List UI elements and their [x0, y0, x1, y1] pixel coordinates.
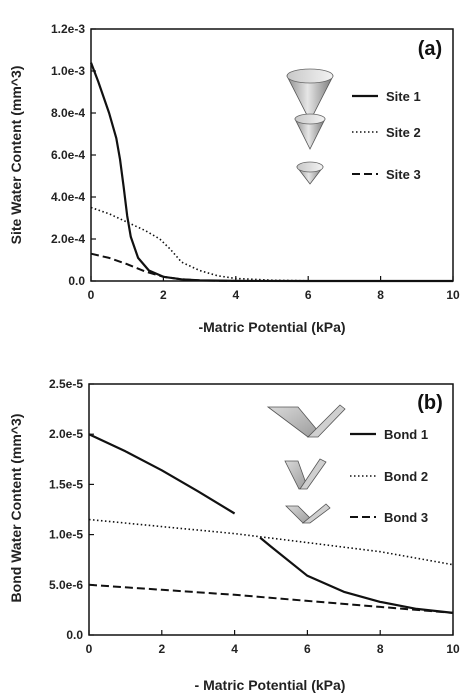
y-tick-label-b: 1.0e-5 — [49, 528, 83, 542]
legend-a: Site 1 Site 2 Site 3 — [352, 89, 421, 182]
bond-3-wedge-icon — [285, 503, 331, 524]
y-tick-label-b: 2.0e-5 — [49, 427, 83, 441]
y-tick-label-a: 0.0 — [68, 274, 85, 288]
panel-a: Site Water Content (mm^3) -Matric Potent… — [8, 22, 460, 335]
y-tick-label-b: 2.5e-5 — [49, 377, 83, 391]
x-tick-label-a: 10 — [446, 288, 460, 302]
x-tick-label-a: 8 — [377, 288, 384, 302]
panel-label-b: (b) — [417, 392, 443, 414]
series-line-bond-1 — [88, 433, 236, 515]
legend-label-bond-3: Bond 3 — [384, 510, 428, 525]
y-tick-label-b: 1.5e-5 — [49, 477, 83, 491]
x-axis-label-a: -Matric Potential (kPa) — [198, 319, 345, 335]
panel-label-a: (a) — [418, 38, 442, 60]
x-tick-label-b: 0 — [86, 642, 93, 656]
legend-label-site-1: Site 1 — [386, 89, 421, 104]
site-1-cone-icon — [286, 68, 334, 122]
legend-label-bond-1: Bond 1 — [384, 427, 428, 442]
site-3-cone-icon — [296, 161, 324, 185]
x-tick-label-a: 2 — [160, 288, 167, 302]
y-tick-label-b: 5.0e-6 — [49, 578, 83, 592]
x-tick-label-b: 2 — [158, 642, 165, 656]
legend-label-bond-2: Bond 2 — [384, 469, 428, 484]
series-line-bond-2 — [88, 518, 454, 566]
y-axis-label-b: Bond Water Content (mm^3) — [8, 414, 24, 603]
series-line-site-2 — [90, 206, 453, 282]
x-tick-label-b: 10 — [446, 642, 460, 656]
x-tick-label-b: 8 — [377, 642, 384, 656]
bond-2-wedge-icon — [284, 458, 327, 490]
y-tick-label-a: 4.0e-4 — [51, 190, 85, 204]
y-tick-label-a: 8.0e-4 — [51, 106, 85, 120]
series-line-bond-3 — [88, 583, 454, 614]
legend-label-site-2: Site 2 — [386, 125, 421, 140]
y-tick-label-a: 6.0e-4 — [51, 148, 85, 162]
bond-1-wedge-icon — [266, 404, 346, 438]
x-axis-label-b: - Matric Potential (kPa) — [195, 677, 346, 693]
y-tick-label-b: 0.0 — [66, 628, 83, 642]
site-2-cone-icon — [294, 113, 326, 150]
x-tick-label-b: 6 — [304, 642, 311, 656]
y-tick-label-a: 1.0e-3 — [51, 64, 85, 78]
x-tick-label-b: 4 — [231, 642, 238, 656]
legend-b: Bond 1 Bond 2 Bond 3 — [350, 427, 428, 525]
y-axis-label-a: Site Water Content (mm^3) — [8, 66, 24, 245]
panel-b: Bond Water Content (mm^3) - Matric Poten… — [8, 377, 460, 693]
plot-frame-b — [88, 383, 454, 636]
x-tick-label-a: 6 — [305, 288, 312, 302]
plot-frame-a — [90, 28, 454, 282]
x-tick-label-a: 4 — [232, 288, 239, 302]
x-tick-label-a: 0 — [88, 288, 95, 302]
legend-label-site-3: Site 3 — [386, 167, 421, 182]
y-tick-label-a: 1.2e-3 — [51, 22, 85, 36]
y-tick-label-a: 2.0e-4 — [51, 232, 85, 246]
